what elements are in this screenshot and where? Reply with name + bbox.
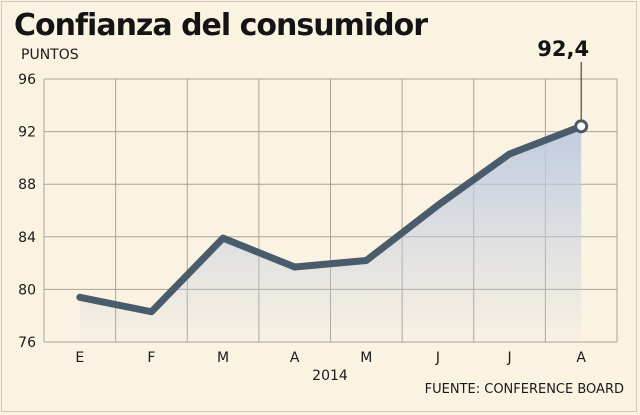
callout: 92,4 — [537, 37, 589, 120]
data-point — [77, 294, 83, 300]
x-axis-label: 2014 — [312, 368, 348, 384]
source-note: FUENTE: CONFERENCE BOARD — [424, 382, 624, 397]
area-path — [79, 126, 582, 342]
y-tick-labels: 76 80 84 88 92 96 — [18, 72, 36, 351]
y-axis-label: PUNTOS — [21, 47, 79, 63]
data-point — [148, 309, 154, 315]
x-tick-label: J — [435, 350, 440, 366]
data-points — [77, 119, 589, 315]
series-line — [76, 122, 585, 316]
data-point — [220, 235, 226, 241]
x-tick-label: F — [147, 350, 155, 366]
y-tick-label: 96 — [18, 72, 36, 88]
area-fill — [79, 126, 582, 342]
data-point-last — [574, 119, 589, 134]
y-tick-label: 84 — [18, 230, 36, 246]
x-tick-label: J — [506, 350, 511, 366]
y-tick-label: 76 — [18, 335, 36, 351]
data-point — [363, 257, 369, 263]
callout-value: 92,4 — [537, 37, 589, 61]
data-point — [435, 202, 441, 208]
chart-title: Confianza del consumidor — [14, 8, 428, 43]
y-tick-label: 92 — [18, 125, 36, 141]
data-point — [292, 264, 298, 270]
x-tick-label: M — [360, 350, 372, 366]
series-polyline — [76, 122, 585, 316]
x-tick-label: A — [290, 350, 300, 366]
data-point — [507, 151, 513, 157]
y-tick-label: 88 — [18, 177, 36, 193]
x-tick-label: M — [217, 350, 229, 366]
x-tick-label: E — [75, 350, 84, 366]
y-tick-label: 80 — [18, 282, 36, 298]
x-tick-label: A — [576, 350, 586, 366]
